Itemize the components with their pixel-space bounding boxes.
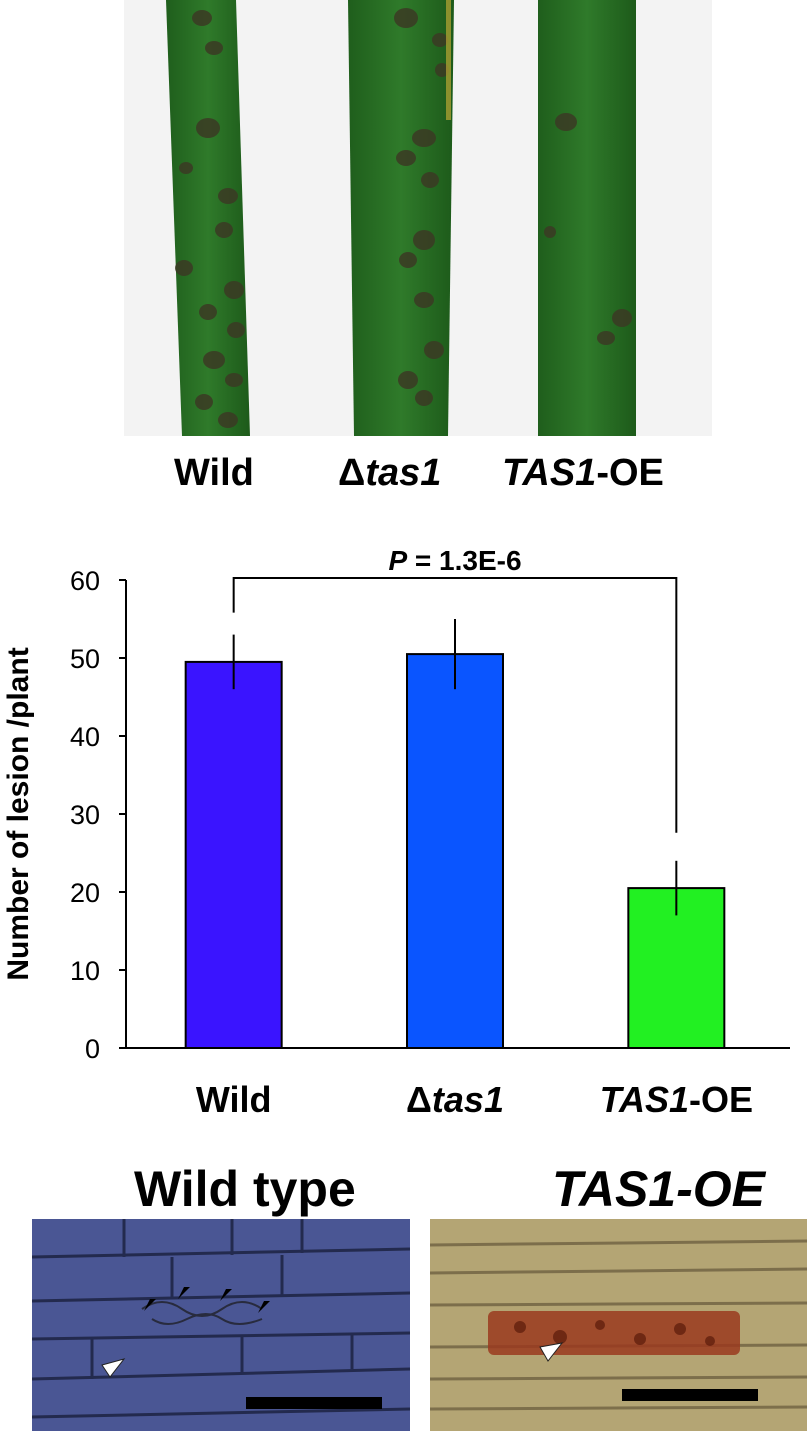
micrograph-tas1-oe	[430, 1219, 807, 1431]
micrograph-title-wild-type: Wild type	[134, 1161, 356, 1217]
scale-bar	[246, 1397, 382, 1409]
p-value-annotation: P = 1.3E-6	[388, 545, 521, 576]
bar	[406, 653, 504, 1049]
y-tick-label: 30	[70, 800, 100, 830]
leaf-label-wild: Wild	[174, 452, 254, 494]
leaf-label-dtas1: Δtas1	[338, 452, 442, 494]
bar	[184, 660, 283, 1049]
arrowhead-marker	[101, 1358, 126, 1378]
arrow-markers	[144, 1287, 270, 1313]
y-axis-label: Number of lesion /plant	[2, 647, 35, 980]
x-tick-label: Δtas1	[406, 1079, 504, 1120]
x-tick-label: TAS1-OE	[600, 1079, 753, 1120]
leaf-photos-image	[166, 0, 636, 436]
x-tick-label: Wild	[196, 1079, 272, 1120]
y-tick-label: 0	[85, 1034, 100, 1064]
micrograph-tas1-oe-image	[430, 1219, 807, 1431]
micrograph-wild-type-image	[32, 1219, 410, 1431]
significance-bracket	[232, 577, 678, 833]
leaf-label-tas1-oe: TAS1-OE	[502, 452, 664, 494]
scale-bar	[622, 1389, 758, 1401]
y-tick-label: 60	[70, 566, 100, 596]
micrograph-title-tas1-oe: TAS1-OE	[552, 1161, 765, 1217]
micrograph-wild-type	[32, 1219, 410, 1431]
y-tick-label: 20	[70, 878, 100, 908]
y-tick-label: 40	[70, 722, 100, 752]
arrowhead-marker	[539, 1342, 564, 1362]
bar-chart: Number of lesion /plant 0 10 20 30 40 50 60 Wi…	[2, 545, 790, 1120]
y-tick-label: 50	[70, 644, 100, 674]
y-tick-label: 10	[70, 956, 100, 986]
